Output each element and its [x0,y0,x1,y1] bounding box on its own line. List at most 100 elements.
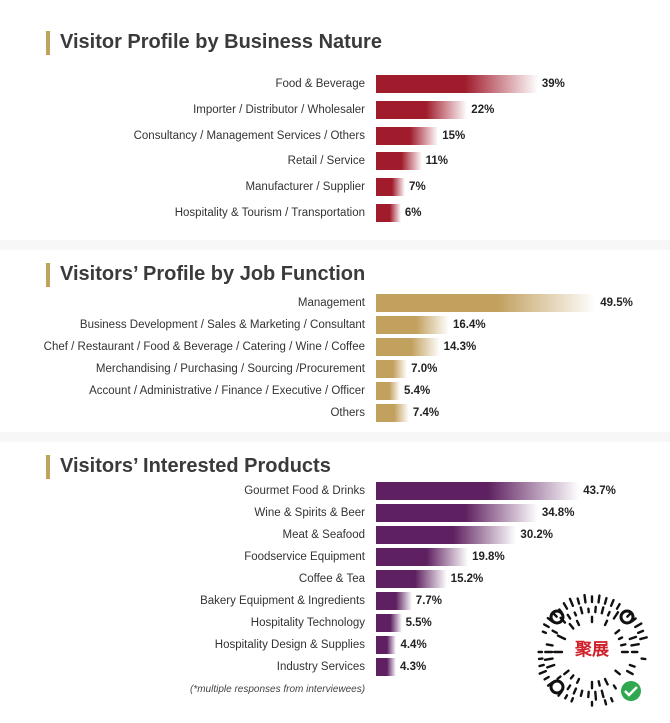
qr-ray [576,597,581,605]
category-label: Meat & Seafood [282,529,365,541]
qr-ray [628,663,636,668]
value-label: 22% [471,103,495,116]
qr-ray [538,669,548,675]
bar-row: Foodservice Equipment 19.8% [0,547,670,567]
bar-row: Merchandising / Purchasing / Sourcing /P… [0,359,670,379]
value-label: 15.2% [450,573,484,585]
bar [376,482,580,500]
category-label: Industry Services [276,661,365,673]
value-label: 39% [541,78,565,90]
qr-ray [620,643,627,647]
value-label: 7.7% [415,595,443,607]
qr-ray [543,657,554,662]
qr-ray [538,663,545,668]
category-label: Coffee & Tea [298,573,365,585]
qr-ray [615,602,621,610]
bar [376,382,401,400]
chart-title: Visitors’ Interested Products [60,455,331,477]
category-label: Hospitality Technology [250,617,365,629]
qr-logo-backdrop [569,635,615,661]
value-label: 11% [425,155,449,168]
qr-ray [612,684,617,690]
bar-row: Consultancy / Management Services / Othe… [0,126,670,146]
qr-ray [606,610,611,617]
qr-ray [603,699,608,706]
qr-ray [600,606,605,615]
qr-ray [541,630,548,635]
qr-ray [614,629,621,635]
chart-job-function: Visitors’ Profile by Job Function Manage… [0,263,670,422]
bar-row: Manufacturer / Supplier 7% [0,177,670,197]
qr-ray [603,677,609,686]
qr-ray [609,696,614,703]
category-label: Chef / Restaurant / Food & Beverage / Ca… [43,341,365,353]
qr-ray [568,597,575,608]
qr-ray [617,636,624,641]
qr-ray [600,689,605,699]
qr-badge-icon [621,681,641,701]
value-label: 49.5% [600,297,633,309]
bar [376,204,401,222]
category-label: Foodservice Equipment [244,551,365,563]
qr-ray [570,696,575,703]
qr-ray [609,598,615,608]
value-label: 19.8% [472,551,505,563]
qr-ray [639,636,648,641]
bar [376,548,469,566]
bar [376,360,408,378]
qr-ray [612,611,620,620]
bar-row: Retail / Service 11% [0,151,670,171]
qr-ray [545,643,554,647]
category-label: Bakery Equipment & Ingredients [200,595,365,607]
category-label: Consultancy / Management Services / Othe… [133,129,365,142]
qr-logo-text: 聚展 [574,640,609,660]
qr-ray [543,675,550,681]
qr-ray [594,690,598,701]
value-label: 30.2% [520,529,554,541]
title-accent-bar [46,263,50,287]
bar-row: Gourmet Food & Drinks 43.7% [0,481,670,501]
bar [376,404,409,422]
bar [376,636,397,654]
qr-ray [634,622,643,629]
value-label: 4.4% [400,639,427,651]
category-label: Wine & Spirits & Beer [254,507,365,519]
qr-ray [556,675,562,681]
value-label: 6% [404,207,422,219]
qr-code[interactable]: 聚展 [527,587,657,717]
category-label: Hospitality Design & Supplies [214,639,365,651]
category-label: Retail / Service [287,155,365,168]
value-label: 34.8% [541,507,575,519]
category-label: Management [297,297,365,309]
chart-business-nature: Visitor Profile by Business Nature Food … [0,0,670,235]
value-label: 43.7% [583,485,616,497]
category-label: Others [330,407,365,419]
title-accent-bar [46,455,50,479]
bar-row: Management 49.5% [0,293,670,313]
qr-ray [551,629,559,635]
category-label: Manufacturer / Supplier [245,181,365,194]
bar [376,75,538,93]
check-icon [624,686,638,697]
bar [376,614,402,632]
category-label: Importer / Distributor / Wholesaler [193,103,365,116]
section-divider [0,240,670,250]
qr-ray [636,629,645,635]
qr-ray [583,593,587,604]
qr-ray [568,622,575,630]
bar-row: Chef / Restaurant / Food & Beverage / Ca… [0,337,670,357]
bar-row: Hospitality Design & Supplies 4.4% [0,635,670,655]
qr-ray [563,669,570,676]
value-label: 7% [409,181,426,194]
bar [376,338,440,356]
bar-row: Industry Services 4.3% [0,657,670,677]
chart-title: Visitors’ Profile by Job Function [60,263,366,285]
bar-row: Importer / Distributor / Wholesaler 22% [0,100,670,120]
bar-row: Wine & Spirits & Beer 34.8% [0,503,670,523]
value-label: 5.4% [404,385,431,397]
qr-ray [556,634,567,641]
bar [376,570,447,588]
value-label: 7.0% [411,363,438,375]
bar [376,294,597,312]
qr-ray [572,687,578,695]
